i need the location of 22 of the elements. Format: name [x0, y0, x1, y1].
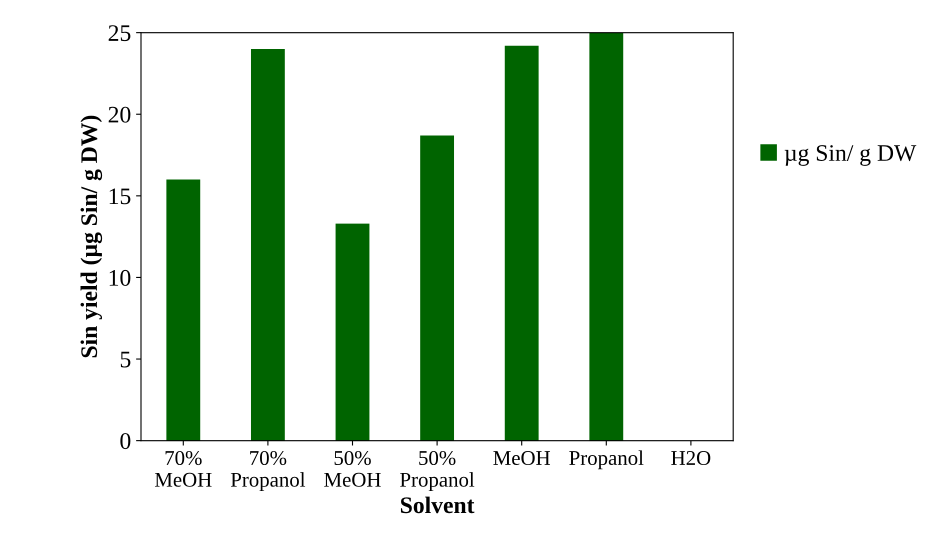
bar [504, 46, 539, 441]
x-tick-label: Propanol [569, 450, 644, 470]
x-tick-label: 50% Propanol [400, 450, 474, 492]
x-tick-label: H2O [671, 451, 710, 466]
y-tick-label: 0 [120, 433, 130, 450]
bar [589, 32, 624, 441]
x-tick-label: MeOH [493, 451, 550, 466]
x-tick-label: 70% MeOH [154, 450, 212, 487]
y-tick-label: 25 [108, 25, 130, 42]
y-axis-title: Sin yield (µg Sin/ g DW) [80, 116, 102, 358]
bar [166, 180, 200, 441]
x-tick-label: 70% Propanol [230, 450, 306, 492]
x-axis-title: Solvent [400, 496, 474, 514]
bar [250, 48, 285, 441]
y-tick-label: 10 [110, 270, 130, 286]
bar [336, 224, 370, 441]
y-tick-label: 20 [108, 106, 130, 123]
x-tick-label: 50% MeOH [324, 450, 381, 487]
y-tick-label: 15 [110, 188, 130, 204]
y-tick-label: 5 [120, 352, 130, 368]
bar [420, 135, 454, 441]
legend-label: µg Sin/ g DW [784, 145, 916, 166]
